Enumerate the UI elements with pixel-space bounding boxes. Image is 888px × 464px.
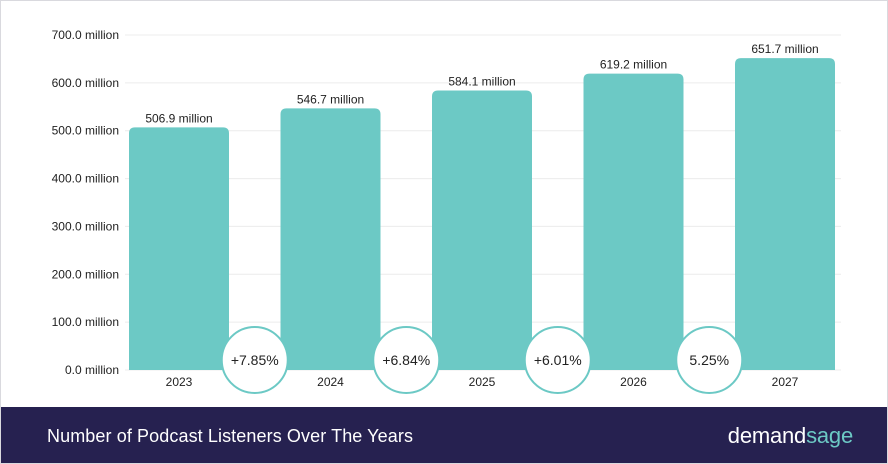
y-tick-label: 100.0 million bbox=[52, 315, 119, 329]
y-tick-label: 300.0 million bbox=[52, 219, 119, 233]
growth-circle bbox=[523, 326, 592, 394]
y-tick-label: 200.0 million bbox=[52, 267, 119, 281]
y-tick-label: 700.0 million bbox=[52, 28, 119, 42]
bar bbox=[129, 127, 229, 370]
bar bbox=[432, 90, 532, 370]
brand-logo-part1: demand bbox=[727, 423, 807, 448]
bar bbox=[583, 73, 684, 370]
y-tick-label: 500.0 million bbox=[52, 124, 119, 138]
growth-circle bbox=[220, 326, 289, 394]
x-tick-label: 2026 bbox=[620, 375, 647, 389]
bar bbox=[280, 108, 381, 371]
growth-label: +6.84% bbox=[382, 352, 430, 368]
x-tick-label: 2027 bbox=[772, 375, 799, 389]
y-tick-label: 0.0 million bbox=[65, 363, 119, 377]
brand-logo: demandsage bbox=[728, 407, 853, 463]
chart-area: 0.0 million 100.0 million 200.0 million 300… bbox=[1, 1, 887, 405]
growth-circle bbox=[675, 326, 744, 394]
y-tick-label: 600.0 million bbox=[52, 76, 119, 90]
bar-chart: 0.0 million 100.0 million 200.0 million 300… bbox=[52, 28, 841, 394]
footer-bar: Number of Podcast Listeners Over The Yea… bbox=[1, 407, 887, 463]
brand-logo-part2: sage bbox=[806, 423, 853, 448]
growth-label: +6.01% bbox=[534, 352, 582, 368]
growth-label: 5.25% bbox=[689, 352, 729, 368]
bar-value-label: 506.9 million bbox=[145, 111, 212, 125]
bar-value-label: 584.1 million bbox=[448, 74, 515, 88]
bar bbox=[735, 58, 835, 371]
growth-label: +7.85% bbox=[231, 352, 279, 368]
bar-value-label: 651.7 million bbox=[751, 42, 818, 56]
bar-value-label: 546.7 million bbox=[297, 92, 364, 106]
x-tick-label: 2023 bbox=[166, 375, 193, 389]
bar-value-label: 619.2 million bbox=[600, 58, 667, 72]
y-tick-label: 400.0 million bbox=[52, 172, 119, 186]
chart-title: Number of Podcast Listeners Over The Yea… bbox=[47, 426, 414, 446]
growth-circle bbox=[372, 326, 441, 394]
x-tick-label: 2024 bbox=[317, 375, 344, 389]
x-tick-label: 2025 bbox=[469, 375, 496, 389]
